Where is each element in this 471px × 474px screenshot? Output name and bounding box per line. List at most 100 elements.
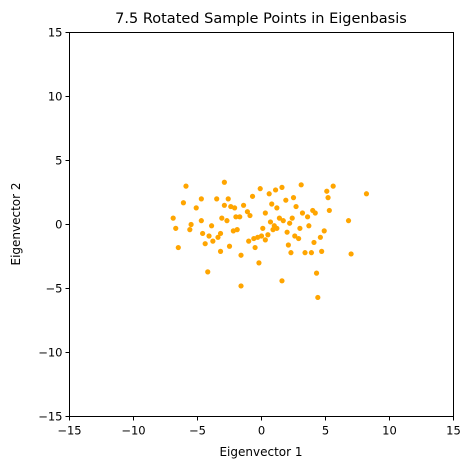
data-point: [218, 231, 223, 236]
data-point: [306, 223, 311, 228]
data-point: [346, 218, 351, 223]
data-point: [288, 250, 293, 255]
data-point: [199, 218, 204, 223]
x-tick-label: 10: [382, 424, 397, 438]
data-point: [290, 216, 295, 221]
data-point: [227, 244, 232, 249]
data-point: [238, 283, 243, 288]
data-point: [214, 196, 219, 201]
x-axis-label: Eigenvector 1: [219, 445, 302, 459]
data-point: [286, 242, 291, 247]
data-point: [176, 245, 181, 250]
data-point: [279, 278, 284, 283]
data-point: [319, 249, 324, 254]
data-point: [325, 195, 330, 200]
data-point: [283, 198, 288, 203]
data-point: [247, 213, 252, 218]
data-point: [263, 210, 268, 215]
data-point: [322, 228, 327, 233]
data-point: [273, 187, 278, 192]
data-point: [285, 230, 290, 235]
data-point: [324, 189, 329, 194]
y-axis-label: Eigenvector 2: [9, 182, 23, 265]
data-point: [269, 201, 274, 206]
data-point: [260, 226, 265, 231]
data-point: [232, 205, 237, 210]
data-point: [200, 231, 205, 236]
data-point: [199, 196, 204, 201]
data-point: [331, 184, 336, 189]
data-point: [219, 216, 224, 221]
data-point: [189, 222, 194, 227]
data-point: [222, 180, 227, 185]
data-point: [206, 233, 211, 238]
data-point: [302, 250, 307, 255]
data-point: [181, 200, 186, 205]
data-point: [296, 236, 301, 241]
data-point: [311, 240, 316, 245]
y-tick-label: −15: [38, 410, 62, 424]
data-point: [205, 269, 210, 274]
data-point: [210, 239, 215, 244]
data-point: [305, 214, 310, 219]
data-point: [241, 203, 246, 208]
x-tick-label: −10: [121, 424, 145, 438]
data-point: [293, 204, 298, 209]
data-point: [253, 245, 258, 250]
data-point: [250, 194, 255, 199]
x-tick-label: 0: [258, 424, 265, 438]
chart-title: 7.5 Rotated Sample Points in Eigenbasis: [115, 11, 407, 27]
y-tick-label: −10: [38, 346, 62, 360]
data-point: [291, 195, 296, 200]
data-point: [265, 232, 270, 237]
data-point: [209, 223, 214, 228]
data-point: [314, 271, 319, 276]
x-tick-label: −5: [189, 424, 206, 438]
data-point: [279, 185, 284, 190]
data-point: [246, 239, 251, 244]
data-point: [259, 233, 264, 238]
x-tick-label: 5: [322, 424, 329, 438]
data-point: [287, 221, 292, 226]
data-point: [226, 196, 231, 201]
y-tick-label: 0: [55, 218, 62, 232]
data-point: [274, 205, 279, 210]
data-point: [218, 249, 223, 254]
x-tick-label: −15: [57, 424, 81, 438]
data-point: [224, 218, 229, 223]
data-point: [327, 208, 332, 213]
data-point: [222, 203, 227, 208]
data-point: [318, 235, 323, 240]
data-point: [268, 219, 273, 224]
data-point: [364, 191, 369, 196]
y-tick-label: −5: [46, 282, 63, 296]
data-point: [203, 241, 208, 246]
data-point: [309, 250, 314, 255]
data-point: [237, 214, 242, 219]
data-point: [194, 205, 199, 210]
data-point: [183, 184, 188, 189]
data-point: [297, 226, 302, 231]
data-point: [274, 226, 279, 231]
data-point: [258, 186, 263, 191]
y-tick-label: 15: [48, 26, 63, 40]
data-point: [187, 227, 192, 232]
data-point: [313, 210, 318, 215]
data-point: [263, 237, 268, 242]
y-tick-label: 5: [55, 154, 62, 168]
data-point: [299, 182, 304, 187]
data-point: [238, 253, 243, 258]
data-point: [281, 218, 286, 223]
data-point: [267, 191, 272, 196]
data-point: [349, 251, 354, 256]
data-point: [300, 210, 305, 215]
x-tick-label: 15: [446, 424, 461, 438]
data-point: [235, 227, 240, 232]
data-point: [315, 295, 320, 300]
data-point: [171, 216, 176, 221]
data-point: [256, 260, 261, 265]
y-tick-label: 10: [48, 90, 63, 104]
